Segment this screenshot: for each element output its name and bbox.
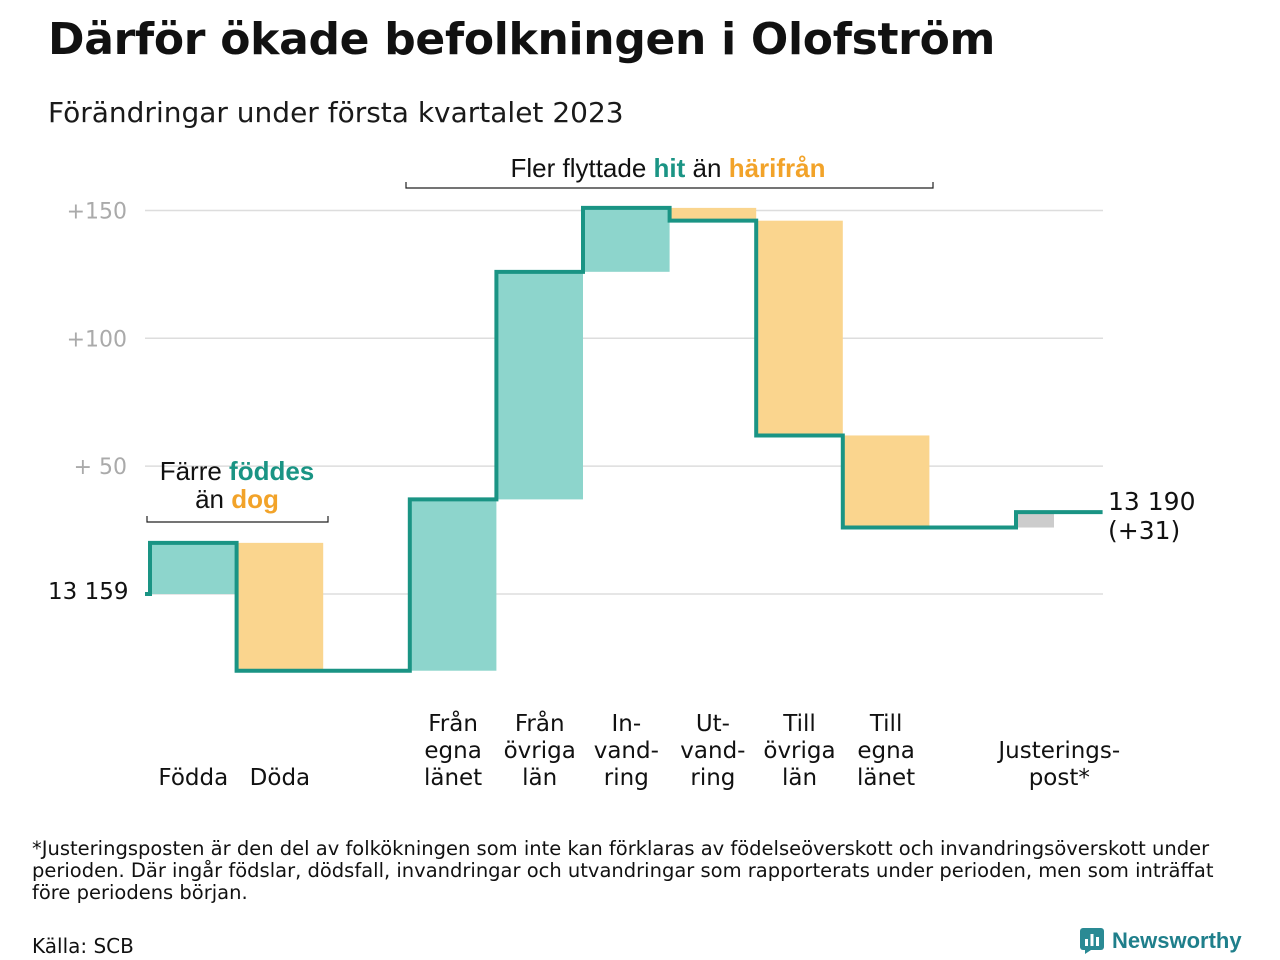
bar-adjustment (1018, 512, 1054, 528)
bar-increase (496, 271, 583, 500)
category-label: Ut- (696, 711, 730, 737)
annotation-highlight-here: hit (654, 153, 686, 183)
category-label: övriga (763, 738, 835, 764)
chart-subtitle: Förändringar under första kvartalet 2023 (48, 96, 624, 129)
brand-logo: Newsworthy (1080, 928, 1242, 954)
category-label: Justerings- (996, 738, 1120, 764)
category-label: ring (690, 765, 735, 791)
annotation-text: än (685, 153, 728, 183)
category-label: länet (857, 765, 915, 791)
category-label: län (522, 765, 557, 791)
category-label: vand- (594, 738, 659, 764)
category-label: övriga (504, 738, 576, 764)
annotation-bracket (405, 182, 934, 189)
category-label: post* (1029, 765, 1090, 791)
bar-increase (409, 499, 497, 671)
y-tick-label: + 50 (74, 455, 127, 480)
bars (150, 207, 1054, 671)
category-label: egna (857, 738, 914, 764)
annotation-text: än (195, 484, 231, 514)
source-note: Källa: SCB (32, 934, 134, 958)
category-label: Födda (158, 765, 228, 791)
population-step-line (145, 205, 1103, 673)
category-label: In- (611, 711, 641, 737)
bar-increase (150, 542, 237, 594)
y-axis-ticks: +150 +100 + 50 (67, 199, 127, 480)
annotation-text: Fler flyttade (510, 153, 653, 183)
births-deaths-annotation: Färre föddes än dog (146, 456, 329, 523)
category-label: Från (515, 709, 565, 737)
annotation-highlight-died: dog (231, 484, 279, 514)
annotation-highlight-born: föddes (229, 456, 314, 486)
category-label: Till (782, 711, 816, 737)
y-tick-label: +150 (67, 199, 127, 224)
y-tick-label: +100 (67, 327, 127, 352)
bar-decrease (756, 220, 843, 436)
category-label: länet (424, 765, 482, 791)
end-change-label: (+31) (1108, 516, 1180, 545)
category-label: vand- (680, 738, 745, 764)
category-label: län (782, 765, 817, 791)
category-label: Till (869, 711, 903, 737)
bar-decrease (236, 542, 324, 671)
footnote: *Justeringsposten är den del av folkökni… (32, 837, 1214, 904)
annotation-text: Färre (160, 456, 229, 486)
bar-decrease (669, 207, 757, 221)
migration-annotation: Fler flyttade hit än härifrån (405, 153, 934, 189)
end-value-label: 13 190 (1108, 487, 1195, 516)
category-labels: Födda DödaFrånegnalänetFrånövrigalänIn-va… (158, 709, 1120, 791)
svg-text:Fler flyttade hit än härifrån: Fler flyttade hit än härifrån (510, 153, 825, 183)
bar-chart-logo-icon (1080, 928, 1104, 954)
bar-increase (583, 207, 670, 272)
annotation-highlight-away: härifrån (729, 153, 826, 183)
brand-name: Newsworthy (1112, 928, 1242, 953)
chart-title: Därför ökade befolkningen i Olofström (48, 14, 996, 65)
category-label: Döda (250, 765, 310, 791)
bar-decrease (842, 435, 930, 528)
svg-text:än dog: än dog (195, 484, 279, 514)
category-label: ring (604, 765, 649, 791)
waterfall-chart: +150+100+ 50 Födda DödaFrånegnalänetFrånö… (48, 153, 1195, 791)
annotation-bracket (146, 516, 329, 523)
start-value-label: 13 159 (48, 579, 128, 605)
category-label: egna (424, 738, 481, 764)
svg-text:Färre föddes: Färre föddes (160, 456, 315, 486)
category-label: Från (428, 709, 478, 737)
